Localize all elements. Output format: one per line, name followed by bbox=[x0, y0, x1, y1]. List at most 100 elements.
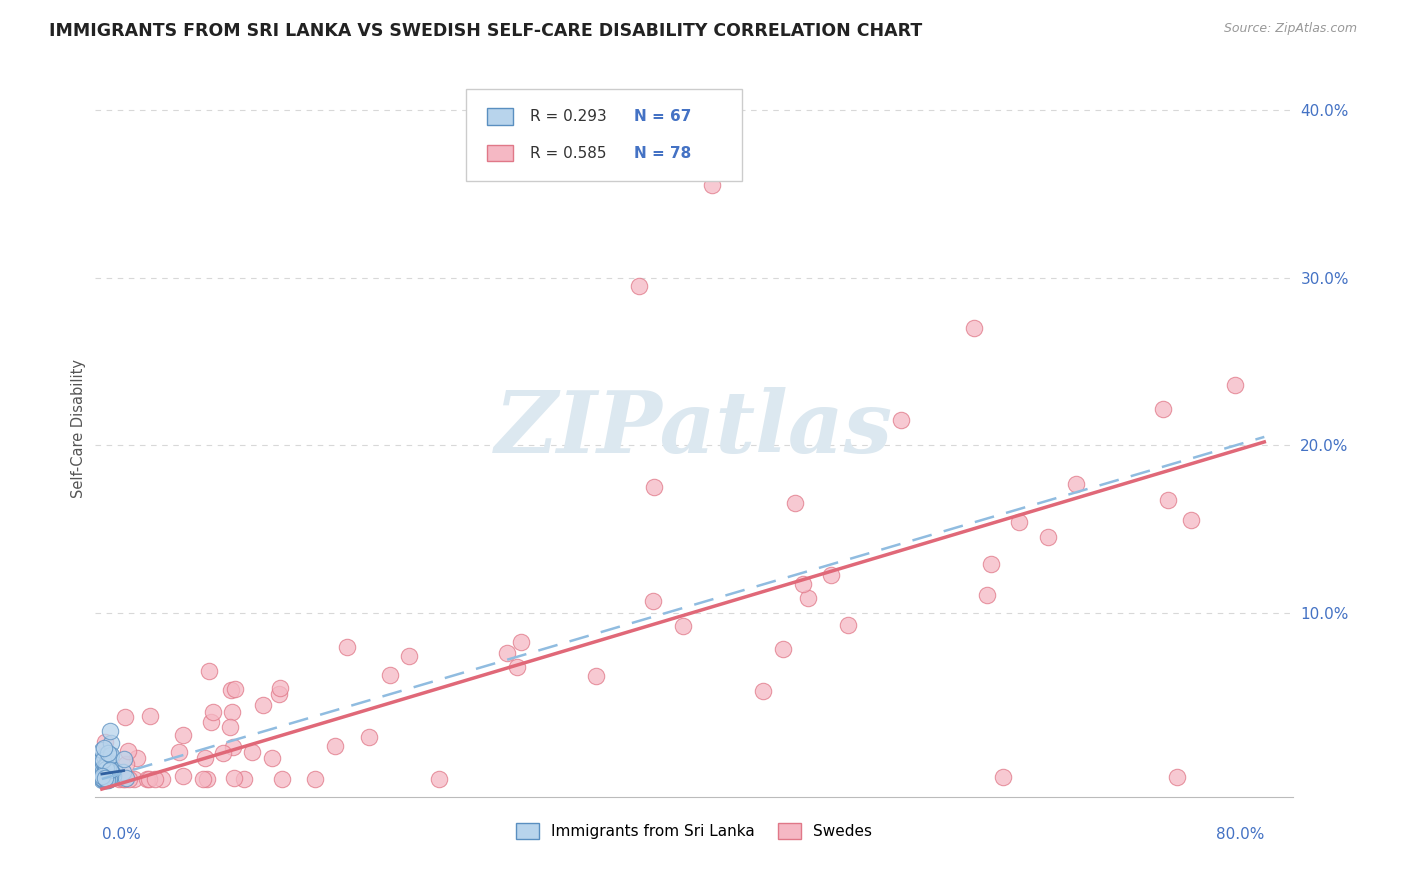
Point bbox=[194, 751, 217, 765]
Point bbox=[117, 744, 139, 758]
Point bbox=[91, 762, 114, 776]
Point bbox=[115, 771, 138, 785]
Text: 0.0%: 0.0% bbox=[101, 827, 141, 842]
Point bbox=[108, 772, 131, 786]
Point bbox=[262, 751, 284, 765]
Point bbox=[1157, 492, 1180, 507]
Point bbox=[783, 496, 806, 510]
Point bbox=[114, 710, 136, 724]
Point bbox=[97, 773, 120, 788]
Point bbox=[336, 640, 359, 655]
Point bbox=[198, 664, 221, 678]
Point bbox=[90, 743, 112, 757]
Point bbox=[195, 772, 218, 786]
Point bbox=[91, 772, 114, 786]
Legend: Immigrants from Sri Lanka, Swedes: Immigrants from Sri Lanka, Swedes bbox=[510, 817, 879, 845]
Point bbox=[628, 279, 651, 293]
Point bbox=[101, 766, 124, 780]
Point bbox=[269, 687, 291, 701]
Point bbox=[91, 770, 114, 784]
Point bbox=[429, 772, 451, 786]
Point bbox=[796, 591, 818, 606]
Point bbox=[90, 752, 112, 766]
Point bbox=[91, 772, 114, 787]
Point bbox=[1152, 401, 1174, 416]
Point bbox=[96, 753, 118, 767]
Text: N = 78: N = 78 bbox=[634, 145, 692, 161]
Point bbox=[127, 751, 149, 765]
Point bbox=[202, 705, 225, 719]
Point bbox=[700, 178, 723, 193]
Point bbox=[96, 770, 118, 784]
Point bbox=[97, 761, 120, 775]
Point bbox=[97, 772, 120, 786]
Point bbox=[112, 772, 135, 786]
Y-axis label: Self-Care Disability: Self-Care Disability bbox=[72, 359, 86, 498]
Point bbox=[122, 772, 145, 786]
Point bbox=[103, 763, 125, 777]
Point bbox=[585, 668, 607, 682]
Point bbox=[96, 770, 118, 784]
Point bbox=[221, 705, 243, 719]
Point bbox=[91, 766, 114, 780]
Point bbox=[138, 772, 160, 786]
Point bbox=[98, 772, 121, 786]
Text: ZIPatlas: ZIPatlas bbox=[495, 387, 893, 470]
Point bbox=[212, 747, 235, 761]
Point bbox=[114, 752, 136, 766]
Point bbox=[94, 772, 117, 786]
Point bbox=[91, 762, 114, 776]
Point bbox=[1066, 476, 1088, 491]
Point bbox=[94, 773, 117, 788]
Point bbox=[114, 772, 136, 786]
Text: 80.0%: 80.0% bbox=[1216, 827, 1264, 842]
Point bbox=[98, 759, 121, 773]
Point bbox=[94, 764, 117, 779]
Point bbox=[1008, 515, 1031, 529]
Point bbox=[91, 769, 114, 783]
Point bbox=[1180, 513, 1202, 527]
Point bbox=[1036, 530, 1059, 544]
Point bbox=[93, 770, 115, 784]
Point bbox=[93, 769, 115, 783]
Point bbox=[93, 772, 115, 786]
Point bbox=[93, 749, 115, 764]
Point bbox=[91, 769, 114, 783]
Point bbox=[991, 770, 1014, 784]
Point bbox=[91, 764, 114, 778]
Text: R = 0.293: R = 0.293 bbox=[530, 109, 606, 124]
Point bbox=[94, 765, 117, 780]
Point bbox=[837, 618, 859, 632]
Point bbox=[103, 769, 125, 783]
Point bbox=[820, 567, 842, 582]
Point bbox=[91, 753, 114, 767]
Point bbox=[91, 764, 114, 779]
Point bbox=[93, 772, 115, 786]
Point bbox=[98, 747, 121, 762]
Point bbox=[91, 772, 114, 786]
Point bbox=[980, 558, 1002, 572]
Point bbox=[172, 728, 194, 742]
Point bbox=[304, 772, 326, 786]
Point bbox=[91, 772, 114, 787]
Point bbox=[114, 757, 136, 772]
Point bbox=[751, 684, 773, 698]
Point bbox=[118, 772, 141, 786]
Point bbox=[240, 745, 263, 759]
Point bbox=[91, 772, 114, 787]
Point bbox=[890, 413, 912, 427]
Point bbox=[222, 739, 245, 754]
Point bbox=[98, 771, 121, 785]
Point bbox=[976, 588, 998, 602]
Point bbox=[91, 768, 114, 782]
Bar bbox=[486, 145, 513, 161]
Point bbox=[94, 762, 117, 776]
Point bbox=[91, 772, 114, 786]
Point bbox=[90, 771, 112, 785]
Point bbox=[221, 682, 243, 697]
Point bbox=[96, 762, 118, 776]
Point bbox=[100, 765, 122, 780]
Point bbox=[112, 764, 135, 779]
Point bbox=[963, 321, 986, 335]
Point bbox=[93, 772, 115, 787]
